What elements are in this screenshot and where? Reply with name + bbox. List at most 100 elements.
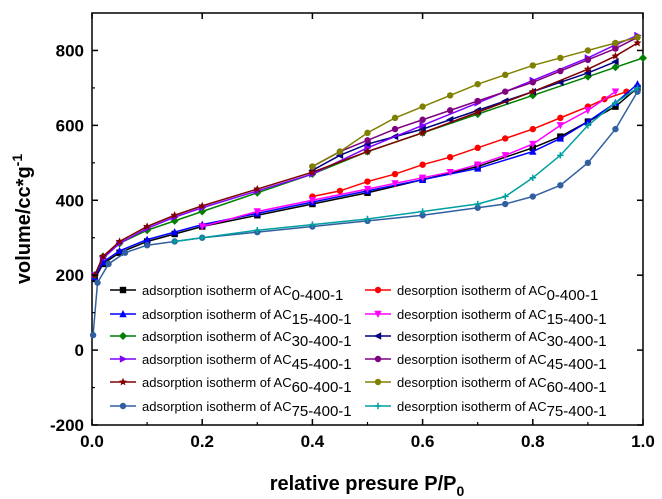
data-point: [474, 204, 481, 211]
legend-label-main: adsorption isotherm of AC: [142, 283, 292, 298]
x-tick-label: 1.0: [631, 432, 655, 451]
data-point: [419, 208, 426, 215]
data-point: [611, 51, 620, 60]
data-point: [363, 147, 372, 155]
legend-marker: [119, 402, 127, 410]
legend-label: desorption isotherm of AC0-400-1: [397, 283, 598, 304]
data-point: [584, 122, 592, 129]
data-point: [253, 184, 262, 193]
legend-label-main: adsorption isotherm of AC: [142, 399, 292, 414]
y-tick-label: 400: [56, 191, 84, 210]
data-point: [529, 147, 537, 155]
data-point: [634, 84, 641, 92]
legend-label: adsorption isotherm of AC45-400-1: [142, 352, 352, 373]
legend-item: adsorption isotherm of AC0-400-1: [110, 283, 343, 304]
data-point: [557, 54, 564, 62]
y-axis-title: volume/cc*g-1: [9, 154, 35, 284]
legend-label-main: desorption isotherm of AC: [397, 399, 547, 414]
legend-marker: [374, 355, 382, 363]
data-point: [171, 238, 178, 245]
data-point: [474, 80, 481, 88]
data-point: [556, 134, 565, 142]
data-point: [143, 222, 152, 230]
legend-marker: [119, 355, 127, 363]
data-point: [529, 62, 536, 69]
y-tick-label: 600: [56, 116, 84, 135]
series-12: [171, 84, 641, 245]
data-point: [254, 227, 261, 234]
series-line: [92, 91, 639, 336]
x-tick-label: 0.0: [80, 432, 104, 451]
legend-label-subscript: 0-400-1: [547, 287, 599, 304]
data-point: [391, 180, 399, 188]
data-point: [115, 246, 124, 255]
data-point: [391, 170, 399, 178]
legend-marker: [374, 332, 382, 340]
legend-label-main: adsorption isotherm of AC: [142, 329, 292, 344]
legend-label: desorption isotherm of AC30-400-1: [397, 329, 607, 350]
legend-label: adsorption isotherm of AC60-400-1: [142, 375, 352, 396]
data-point: [583, 64, 592, 73]
legend-label-main: desorption isotherm of AC: [397, 329, 547, 344]
data-point: [419, 212, 426, 219]
data-point: [363, 185, 372, 194]
legend: adsorption isotherm of AC0-400-1 desorpti…: [110, 283, 607, 420]
legend-label: desorption isotherm of AC15-400-1: [397, 307, 607, 328]
y-tick-label: 200: [56, 266, 84, 285]
data-point: [105, 260, 112, 268]
data-point: [143, 235, 151, 243]
data-point: [611, 63, 620, 72]
data-point: [611, 57, 619, 66]
legend-label-subscript: 60-400-1: [292, 379, 352, 396]
data-point: [89, 331, 97, 339]
legend-label: desorption isotherm of AC60-400-1: [397, 375, 607, 396]
legend-item: desorption isotherm of AC60-400-1: [365, 375, 607, 396]
data-point: [529, 125, 536, 133]
legend-label-subscript: 15-400-1: [292, 311, 352, 328]
legend-label-subscript: 45-400-1: [547, 356, 607, 373]
legend-label-subscript: 75-400-1: [292, 403, 352, 420]
series-9: [90, 38, 642, 279]
data-point: [612, 103, 619, 110]
data-point: [418, 125, 426, 133]
data-point: [170, 228, 179, 236]
data-point: [502, 88, 509, 95]
legend-label-main: desorption isotherm of AC: [397, 307, 547, 322]
data-point: [99, 252, 108, 260]
legend-label: desorption isotherm of AC75-400-1: [397, 399, 607, 420]
legend-label: adsorption isotherm of AC0-400-1: [142, 283, 343, 304]
data-point: [391, 125, 399, 133]
data-point: [446, 92, 454, 99]
legend-label-main: desorption isotherm of AC: [397, 352, 547, 367]
data-point: [418, 128, 427, 137]
data-point: [446, 107, 454, 114]
legend-marker: [119, 286, 127, 294]
data-point: [419, 161, 426, 168]
data-point: [115, 237, 124, 245]
data-point: [308, 197, 317, 205]
data-point: [529, 174, 536, 181]
y-axis-title-superscript: -1: [9, 154, 25, 167]
data-point: [198, 223, 206, 231]
legend-item: adsorption isotherm of AC60-400-1: [110, 375, 352, 396]
data-point: [634, 88, 641, 95]
legend-label-subscript: 30-400-1: [547, 333, 607, 350]
data-point: [473, 108, 482, 116]
data-point: [391, 114, 399, 122]
data-point: [474, 200, 481, 208]
data-point: [364, 215, 371, 223]
legend-marker: [374, 378, 382, 386]
data-point: [557, 114, 564, 122]
data-point: [94, 279, 101, 286]
data-point: [309, 163, 316, 170]
data-point: [633, 38, 642, 47]
data-point: [364, 178, 371, 185]
legend-label-subscript: 75-400-1: [547, 403, 607, 420]
series-4: [198, 88, 620, 231]
data-point: [474, 144, 481, 152]
data-point: [308, 167, 317, 176]
legend-label-subscript: 0-400-1: [292, 287, 344, 304]
data-point: [336, 148, 344, 155]
data-point: [474, 97, 481, 105]
